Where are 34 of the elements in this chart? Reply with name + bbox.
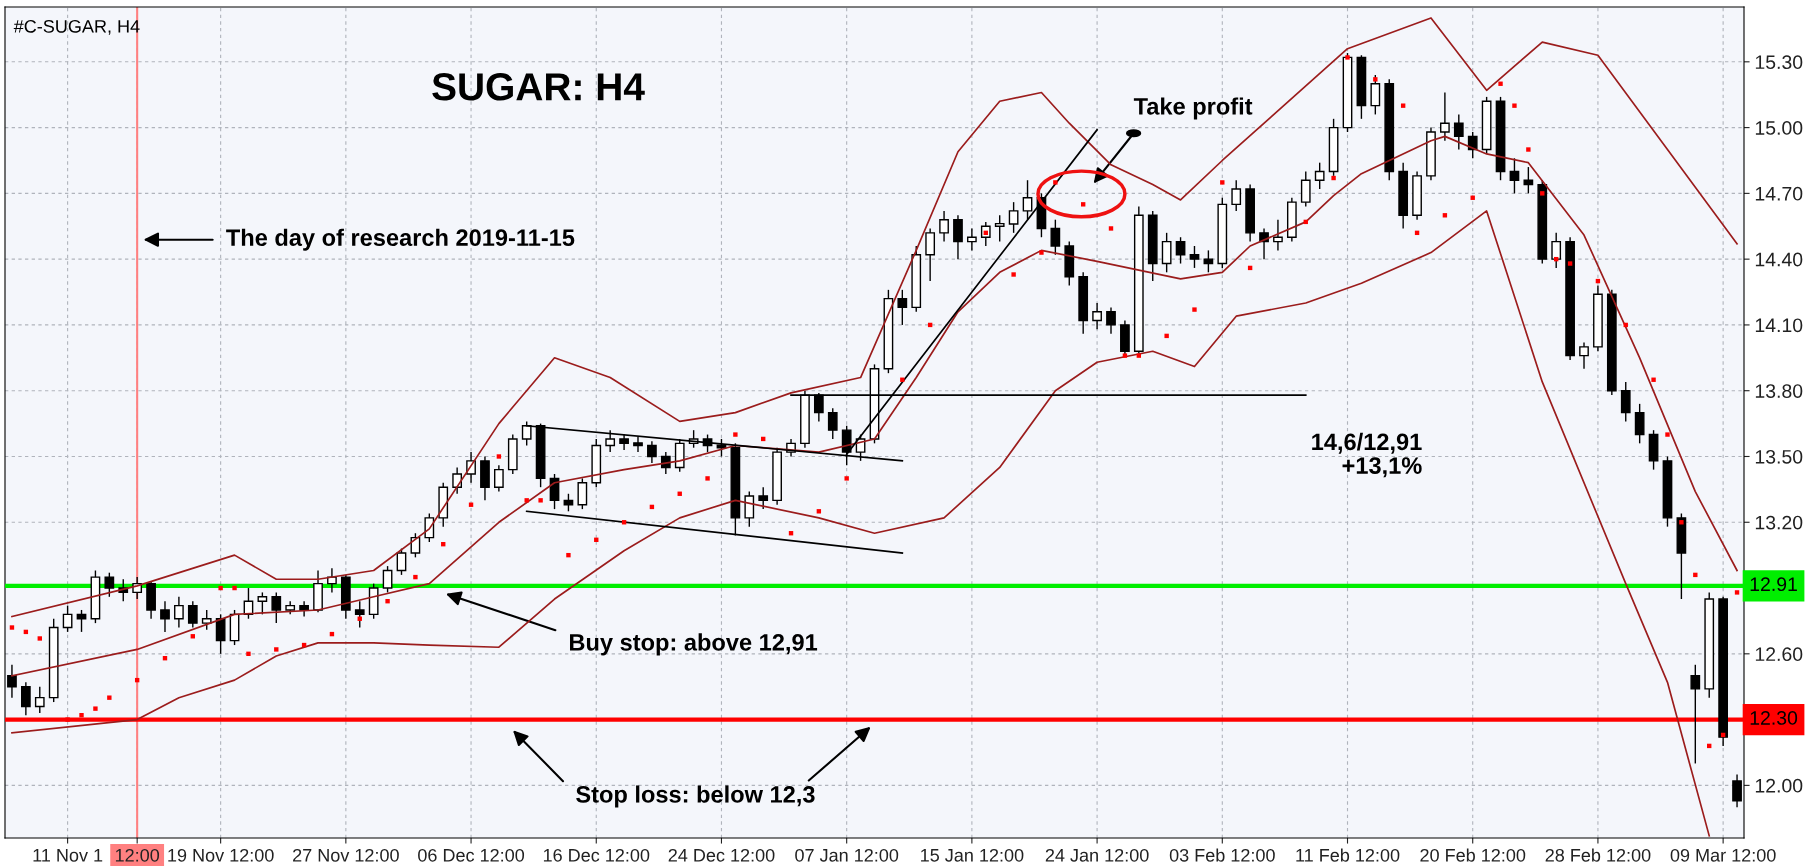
y-tick-label: 13.50 [1755, 449, 1803, 464]
annotation: Take profit [1133, 97, 1253, 120]
x-tick-label: 16 Dec 12:00 [543, 848, 650, 862]
annotation: 14,6/12,91 +13,1% [1312, 432, 1422, 478]
y-tick-label: 15.00 [1755, 121, 1803, 135]
x-tick-label: 03 Feb 12:00 [1169, 848, 1275, 862]
x-tick-label: 20 Feb 12:00 [1420, 848, 1526, 862]
y-tick-label: 14.70 [1755, 186, 1803, 201]
x-tick-label: 09 Mar 12:00 [1670, 848, 1776, 862]
y-tick-label: 12.60 [1755, 647, 1803, 662]
y-tick-label: 12.00 [1755, 778, 1803, 793]
x-tick-label: 19 Nov 12:00 [168, 848, 274, 862]
annotation: The day of research 2019-11-15 [226, 228, 575, 251]
x-tick-label: 15 Jan 12:00 [921, 848, 1024, 862]
annotation: Buy stop: above 12,91 [570, 633, 818, 656]
text: SUGAR: H4 [432, 73, 645, 101]
y-tick-label: 13.80 [1755, 384, 1803, 398]
y-tick-label: 15.30 [1755, 55, 1803, 70]
x-tick-label: 24 Dec 12:00 [668, 848, 775, 862]
x-tick-label: 24 Jan 12:00 [1045, 848, 1149, 862]
x-tick-label: 11 Nov 1 [33, 849, 103, 862]
x-tick-label: 12:00 [115, 848, 160, 862]
x-tick-label: 06 Dec 12:00 [418, 848, 525, 862]
y-tick-label: 14.40 [1755, 252, 1803, 267]
ref-line-label: 12.91 [1750, 577, 1797, 592]
x-tick-label: 28 Feb 12:00 [1545, 848, 1651, 862]
x-tick-label: 07 Jan 12:00 [795, 848, 899, 862]
annotation: Stop loss: below 12,3 [576, 785, 815, 808]
x-tick-label: 11 Feb 12:00 [1296, 848, 1400, 862]
y-tick-label: 13.20 [1755, 515, 1803, 530]
x-tick-label: 27 Nov 12:00 [293, 848, 399, 862]
ref-line-label: 12.30 [1750, 711, 1798, 725]
text: #C-SUGAR, H4 [13, 19, 140, 35]
y-tick-label: 14.10 [1755, 318, 1803, 333]
